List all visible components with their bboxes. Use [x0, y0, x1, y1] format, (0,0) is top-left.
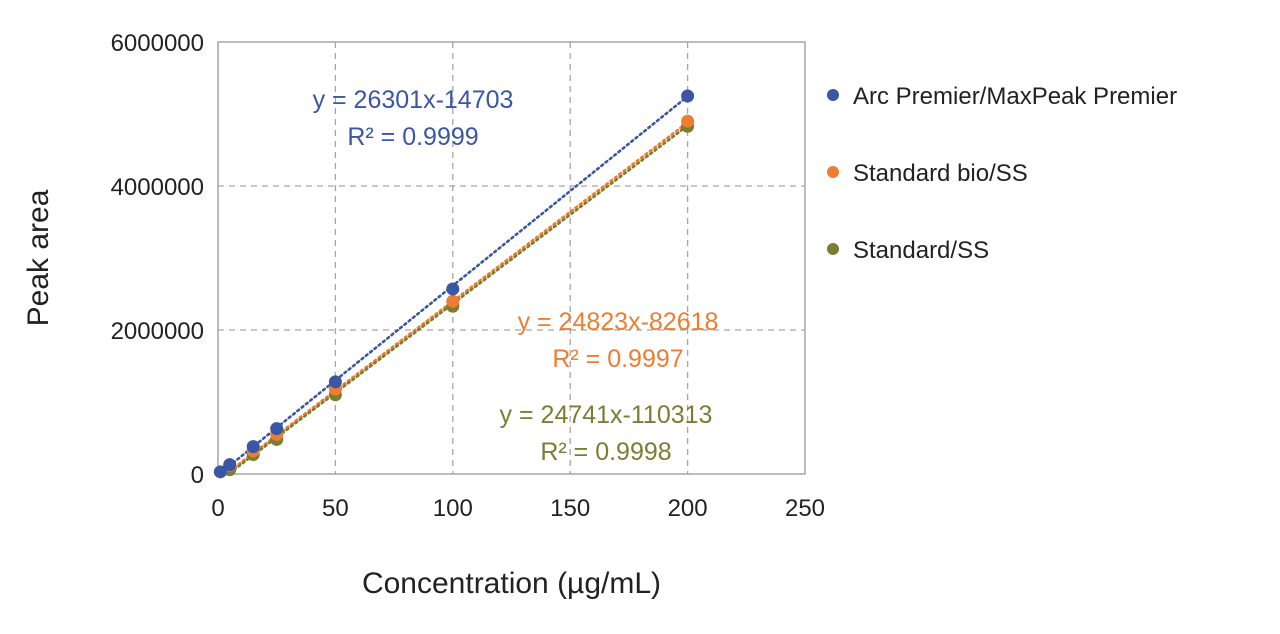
- legend-label: Standard/SS: [853, 237, 989, 264]
- legend-marker: [827, 166, 839, 178]
- x-tick-label: 100: [433, 495, 473, 522]
- data-point: [681, 114, 695, 128]
- x-tick-label: 0: [211, 495, 224, 522]
- trendline-equation: y = 24741x-110313: [500, 401, 713, 429]
- legend-label: Arc Premier/MaxPeak Premier: [853, 83, 1177, 110]
- x-tick-label: 250: [785, 495, 825, 522]
- tick-labels: 0 50 100 150 200 250 0 2000000 4000000 6000000: [111, 30, 825, 522]
- data-point: [246, 440, 260, 454]
- trendline-annotations: y = 26301x-14703 R² = 0.9999 y = 24823x-82…: [313, 86, 719, 466]
- x-tick-label: 200: [668, 495, 708, 522]
- trendline: [228, 121, 689, 473]
- trendline-equation: y = 24823x-82618: [518, 308, 719, 336]
- trendline-equation: y = 26301x-14703: [313, 86, 514, 114]
- y-tick-label: 6000000: [111, 30, 204, 57]
- y-tick-label: 0: [191, 462, 204, 489]
- data-point: [223, 458, 237, 472]
- data-point: [446, 294, 460, 308]
- x-tick-label: 150: [550, 495, 590, 522]
- x-axis-title: Concentration (µg/mL): [362, 567, 661, 600]
- r-squared-label: R² = 0.9997: [552, 345, 683, 373]
- data-point: [328, 375, 342, 389]
- r-squared-label: R² = 0.9998: [540, 438, 671, 466]
- plot-area-frame: [217, 41, 806, 475]
- y-tick-label: 4000000: [111, 174, 204, 201]
- data-points: [213, 89, 695, 479]
- grid-lines: [218, 42, 805, 474]
- legend: Arc Premier/MaxPeak Premier Standard bio/…: [827, 83, 1177, 264]
- legend-marker: [827, 243, 839, 255]
- x-tick-label: 50: [322, 495, 349, 522]
- data-point: [681, 89, 695, 103]
- data-point: [446, 282, 460, 296]
- data-point: [213, 465, 227, 479]
- y-tick-label: 2000000: [111, 318, 204, 345]
- r-squared-label: R² = 0.9999: [347, 123, 478, 151]
- legend-label: Standard bio/SS: [853, 160, 1028, 187]
- data-point: [270, 422, 284, 436]
- y-axis-title: Peak area: [22, 189, 55, 326]
- legend-marker: [827, 89, 839, 101]
